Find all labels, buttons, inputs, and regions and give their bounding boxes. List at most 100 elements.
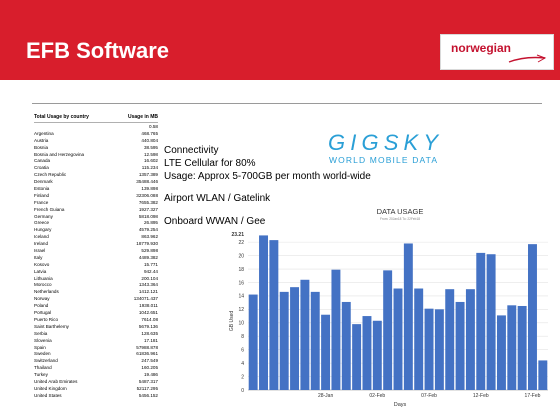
usage-value: 4579.254 <box>138 227 158 233</box>
usage-value: 15.771 <box>143 261 158 267</box>
usage-value: 942.44 <box>143 268 158 274</box>
data-usage-bar <box>445 289 455 390</box>
usage-value: 115.234 <box>141 165 158 171</box>
country-name: Thailand <box>34 365 52 371</box>
country-name: Czech Republic <box>34 172 67 178</box>
table-row: Portugal 1042.651 <box>34 310 158 317</box>
table-row: Bosnia 38.595 <box>34 145 158 152</box>
country-name: Poland <box>34 303 49 309</box>
swoosh-icon <box>508 54 547 63</box>
country-name: Croatia <box>34 165 49 171</box>
y-tick-label: 2 <box>241 374 244 380</box>
usage-value: 4489.382 <box>138 254 158 260</box>
connectivity-usage: Usage: Approx 5-700GB per month world-wi… <box>164 171 371 182</box>
country-name: Germany <box>34 213 53 219</box>
usage-value: 0.58 <box>149 124 158 129</box>
gigsky-logo: GIGSKY WORLD MOBILE DATA <box>328 130 439 165</box>
usage-value: 529.898 <box>141 248 158 254</box>
table-row: Austria 440.804 <box>34 138 158 145</box>
table-row: Turkey 19.486 <box>34 372 158 379</box>
data-usage-bar <box>331 269 341 390</box>
usage-value: 200.104 <box>141 275 158 281</box>
data-usage-bar <box>341 301 351 390</box>
usage-value: 5679.136 <box>138 323 158 329</box>
chart-y-label: GB Used <box>229 311 235 332</box>
country-name: French Guiana <box>34 206 65 212</box>
country-name: Canada <box>34 158 51 164</box>
usage-value: 139.898 <box>141 186 158 192</box>
table-row: Kosovo 15.771 <box>34 262 158 269</box>
data-usage-bar <box>507 305 517 390</box>
table-row: Greece 26.895 <box>34 220 158 227</box>
table-row: Netherlands 1412.121 <box>34 289 158 296</box>
country-name: Ireland <box>34 241 49 247</box>
norwegian-logo-text: norwegian <box>451 41 512 55</box>
country-name: Norway <box>34 296 50 302</box>
usage-value: 32306.088 <box>136 192 158 198</box>
data-usage-bar <box>279 291 289 390</box>
usage-value: 134071.437 <box>133 296 158 302</box>
usage-value: 1357.389 <box>138 172 158 178</box>
table-row: Germany 5818.098 <box>34 214 158 221</box>
usage-value: 5487.317 <box>138 378 158 384</box>
country-name: Portugal <box>34 310 52 316</box>
country-name: Sweden <box>34 351 51 357</box>
data-usage-bar <box>528 244 537 390</box>
table-header: Total Usage by country Usage in MB <box>34 114 158 123</box>
country-name: Estonia <box>34 186 50 192</box>
table-row: Puerto Rico 7614.08 <box>34 317 158 324</box>
country-name: Puerto Rico <box>34 316 59 322</box>
data-usage-bar <box>290 287 300 390</box>
data-usage-bar <box>538 360 548 390</box>
y-tick-label: 14 <box>238 294 244 300</box>
y-tick-label: 18 <box>238 267 244 273</box>
country-name: Switzerland <box>34 358 58 364</box>
table-row: Spain 57988.878 <box>34 345 158 352</box>
table-row: Israel 529.898 <box>34 248 158 255</box>
country-name: Netherlands <box>34 289 59 295</box>
table-row: Ireland 18779.930 <box>34 241 158 248</box>
country-name: United States <box>34 392 62 398</box>
usage-value: 440.804 <box>141 137 158 143</box>
table-row: Morocco 1343.364 <box>34 282 158 289</box>
country-name: Spain <box>34 344 46 350</box>
y-tick-label: 6 <box>241 347 244 353</box>
usage-value: 7655.382 <box>138 199 158 205</box>
data-usage-chart: DATA USAGE From: 20Jan18 To: 22Feb18 GB … <box>229 207 548 408</box>
y-tick-label: 10 <box>238 321 244 327</box>
data-usage-bar <box>248 294 258 390</box>
table-row: Croatia 115.234 <box>34 165 158 172</box>
table-row: French Guiana 1927.327 <box>34 207 158 214</box>
usage-value: 26.895 <box>143 220 158 226</box>
table-row: Switzerland 247.549 <box>34 358 158 365</box>
data-usage-bar <box>414 288 424 390</box>
usage-value: 18779.930 <box>136 241 158 247</box>
table-row: Sweden 61836.961 <box>34 351 158 358</box>
x-tick-label: 28-Jan <box>318 393 334 399</box>
connectivity-wwan: Onboard WWAN / Gee <box>164 216 266 227</box>
table-row: United Kingdom 52117.295 <box>34 386 158 393</box>
table-row: Thailand 160.205 <box>34 365 158 372</box>
y-tick-label: 4 <box>241 361 244 367</box>
usage-value: 35488.446 <box>136 179 158 185</box>
data-usage-bar <box>362 316 372 390</box>
chart-subtitle: From: 20Jan18 To: 22Feb18 <box>380 217 420 221</box>
table-row: Italy 4489.382 <box>34 255 158 262</box>
usage-value: 1412.121 <box>138 289 158 295</box>
usage-value: 5456.152 <box>138 392 158 398</box>
y-tick-label: 12 <box>238 307 244 313</box>
data-usage-bar <box>434 309 444 390</box>
usage-value: 160.205 <box>141 365 158 371</box>
table-row: United States 5456.152 <box>34 393 158 400</box>
country-name: Austria <box>34 137 49 143</box>
norwegian-logo: norwegian <box>440 34 554 70</box>
data-usage-bar <box>383 270 393 390</box>
usage-value: 1938.011 <box>139 303 158 309</box>
table-row: Poland 1938.011 <box>34 303 158 310</box>
table-row: Finland 32306.088 <box>34 193 158 200</box>
table-row: Bosnia and Herzegovina 12.598 <box>34 152 158 159</box>
y-tick-label: 16 <box>238 280 244 286</box>
data-usage-bar <box>403 243 413 390</box>
data-usage-bar <box>455 301 465 390</box>
table-row: 0.58 <box>34 124 158 131</box>
